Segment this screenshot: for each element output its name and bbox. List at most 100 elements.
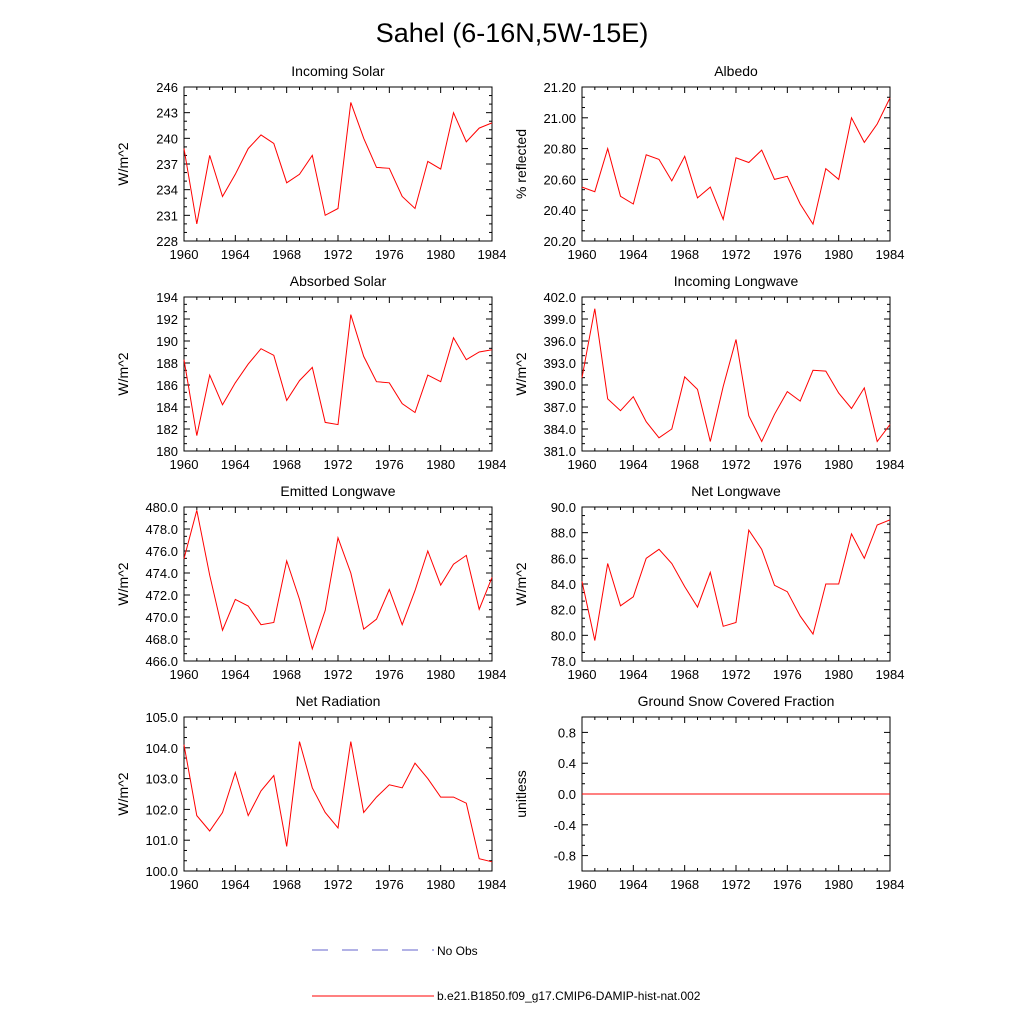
x-tick-label: 1960: [170, 457, 199, 472]
y-tick-label: 21.00: [543, 111, 576, 126]
y-tick-label: 474.0: [145, 566, 178, 581]
chart-panel-3: Absorbed Solar 1960 1964 1968 1972 1976 1980 19…: [115, 273, 506, 472]
x-tick-label: 1972: [722, 877, 751, 892]
y-tick-label: 82.0: [551, 603, 576, 618]
x-tick-label: 1984: [876, 457, 905, 472]
y-tick-label: 20.20: [543, 234, 576, 249]
y-tick-label: 190: [156, 334, 178, 349]
x-tick-label: 1980: [824, 247, 853, 262]
x-tick-label: 1980: [426, 457, 455, 472]
chart-panel-7: Net Radiation 1960 1964 1968 1972 1976 1980 198…: [115, 693, 506, 892]
y-tick-label: 468.0: [145, 632, 178, 647]
y-tick-label: 20.60: [543, 172, 576, 187]
figure-title: Sahel (6-16N,5W-15E): [376, 18, 649, 48]
x-tick-label: 1964: [221, 667, 250, 682]
x-tick-label: 1976: [375, 247, 404, 262]
y-tick-label: 184: [156, 400, 178, 415]
chart-title: Incoming Solar: [291, 63, 385, 79]
x-tick-label: 1964: [619, 457, 648, 472]
y-tick-label: -0.4: [554, 818, 576, 833]
y-tick-label: 180: [156, 444, 178, 459]
y-tick-label: 105.0: [145, 710, 178, 725]
chart-title: Net Longwave: [691, 483, 781, 499]
chart-panel-4: Incoming Longwave 1960 1964 1968 1972 1976 198…: [513, 273, 904, 472]
x-tick-label: 1980: [426, 877, 455, 892]
x-tick-label: 1968: [670, 247, 699, 262]
x-tick-label: 1968: [272, 667, 301, 682]
x-tick-label: 1960: [170, 877, 199, 892]
y-tick-label: 472.0: [145, 588, 178, 603]
x-tick-label: 1980: [824, 457, 853, 472]
y-tick-label: 384.0: [543, 422, 576, 437]
x-tick-label: 1960: [568, 667, 597, 682]
y-tick-label: 188: [156, 356, 178, 371]
y-tick-label: 102.0: [145, 802, 178, 817]
y-axis-label: % reflected: [513, 129, 529, 199]
plot-frame: [581, 86, 891, 242]
x-tick-label: 1984: [478, 457, 507, 472]
y-axis-label: W/m^2: [115, 562, 131, 605]
y-tick-label: 80.0: [551, 628, 576, 643]
y-tick-label: 237: [156, 157, 178, 172]
x-tick-label: 1980: [426, 667, 455, 682]
x-tick-label: 1968: [272, 457, 301, 472]
x-tick-label: 1984: [876, 667, 905, 682]
y-tick-label: 402.0: [543, 290, 576, 305]
y-tick-label: 470.0: [145, 610, 178, 625]
legend-obs-label: No Obs: [437, 944, 478, 958]
chart-panel-2: Albedo 1960 1964 1968 1972 1976 1980 1984 20.20 2…: [513, 63, 904, 262]
x-tick-label: 1960: [568, 877, 597, 892]
y-tick-label: 88.0: [551, 526, 576, 541]
y-tick-label: 101.0: [145, 833, 178, 848]
x-tick-label: 1984: [876, 247, 905, 262]
x-tick-label: 1964: [619, 247, 648, 262]
y-tick-label: 104.0: [145, 741, 178, 756]
x-tick-label: 1960: [568, 247, 597, 262]
y-tick-label: -0.8: [554, 849, 576, 864]
legend-model-label: b.e21.B1850.f09_g17.CMIP6-DAMIP-hist-nat…: [437, 989, 701, 1003]
y-tick-label: 246: [156, 80, 178, 95]
chart-title: Net Radiation: [296, 693, 381, 709]
chart-panel-5: Emitted Longwave 1960 1964 1968 1972 1976 1980…: [115, 483, 506, 682]
x-tick-label: 1984: [478, 247, 507, 262]
x-tick-label: 1972: [324, 877, 353, 892]
series-line-1: [581, 519, 891, 641]
y-tick-label: 78.0: [551, 654, 576, 669]
x-tick-label: 1964: [221, 247, 250, 262]
x-tick-label: 1968: [670, 667, 699, 682]
x-tick-label: 1960: [568, 457, 597, 472]
y-tick-label: 100.0: [145, 864, 178, 879]
y-tick-label: 0.4: [558, 756, 576, 771]
plot-frame: [581, 506, 891, 662]
y-tick-label: 243: [156, 106, 178, 121]
y-axis-label: unitless: [513, 770, 529, 817]
plot-frame: [183, 296, 493, 452]
chart-title: Incoming Longwave: [674, 273, 799, 289]
x-tick-label: 1972: [324, 457, 353, 472]
series-line-1: [183, 314, 493, 436]
x-tick-label: 1972: [324, 247, 353, 262]
chart-title: Emitted Longwave: [280, 483, 395, 499]
y-tick-label: 234: [156, 183, 178, 198]
x-tick-label: 1972: [722, 457, 751, 472]
x-tick-label: 1976: [773, 247, 802, 262]
x-tick-label: 1976: [773, 667, 802, 682]
x-tick-label: 1972: [722, 667, 751, 682]
series-line-1: [183, 510, 493, 651]
y-tick-label: 466.0: [145, 654, 178, 669]
y-tick-label: 103.0: [145, 772, 178, 787]
y-tick-label: 480.0: [145, 500, 178, 515]
x-tick-label: 1976: [375, 457, 404, 472]
y-tick-label: 20.80: [543, 142, 576, 157]
y-tick-label: 0.0: [558, 787, 576, 802]
y-tick-label: 381.0: [543, 444, 576, 459]
plot-frame: [183, 506, 493, 662]
chart-title: Ground Snow Covered Fraction: [638, 693, 835, 709]
x-tick-label: 1976: [773, 457, 802, 472]
x-tick-label: 1984: [876, 877, 905, 892]
y-tick-label: 21.20: [543, 80, 576, 95]
y-tick-label: 84.0: [551, 577, 576, 592]
y-tick-label: 387.0: [543, 400, 576, 415]
y-tick-label: 182: [156, 422, 178, 437]
